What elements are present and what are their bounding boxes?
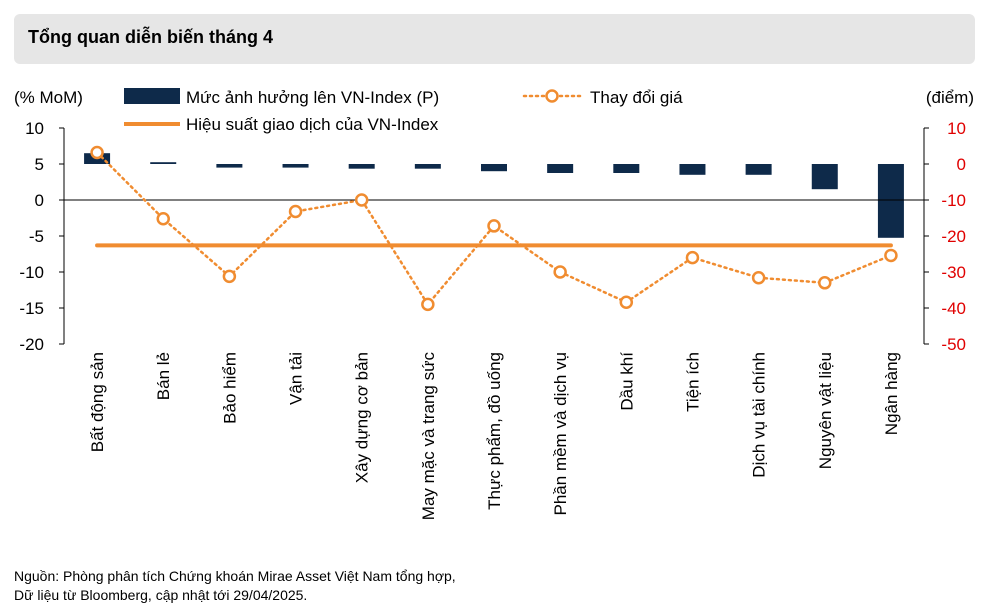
- bar: [216, 164, 243, 168]
- source-line-1: Nguồn: Phòng phân tích Chứng khoán Mirae…: [14, 568, 456, 584]
- category-label: Ngân hàng: [882, 352, 901, 435]
- category-label: Bất động sản: [88, 352, 107, 452]
- category-label: Dầu khí: [617, 352, 636, 411]
- price-change-point: [222, 269, 237, 284]
- bar: [679, 164, 706, 175]
- price-change-point: [685, 250, 700, 265]
- title-bar: Tổng quan diễn biến tháng 4: [14, 14, 975, 64]
- price-change-point: [751, 271, 766, 285]
- price-change-point: [156, 211, 170, 226]
- bar: [414, 164, 441, 169]
- left-tick-label: 0: [35, 191, 44, 210]
- chart: (% MoM) (điểm) Mức ảnh hưởng lên VN-Index …: [14, 88, 974, 521]
- bar: [877, 164, 904, 238]
- legend-swatch-price-marker: [545, 89, 559, 103]
- bar: [282, 164, 309, 168]
- price-change-point: [884, 248, 898, 263]
- price-change-point: [288, 204, 303, 219]
- left-axis-label: (% MoM): [14, 88, 83, 107]
- legend-label-price: Thay đổi giá: [590, 88, 683, 107]
- right-tick-label: -50: [941, 335, 966, 354]
- left-tick-label: 10: [25, 119, 44, 138]
- price-change-point: [553, 265, 567, 279]
- right-tick-label: 10: [947, 119, 966, 138]
- legend-label-index: Hiệu suất giao dịch của VN-Index: [186, 115, 439, 134]
- category-label: Xây dựng cơ bản: [353, 352, 372, 483]
- category-label: Nguyên vật liệu: [816, 352, 835, 469]
- source-line-2: Dữ liệu từ Bloomberg, cập nhật tới 29/04…: [14, 587, 308, 603]
- source-note: Nguồn: Phòng phân tích Chứng khoán Mirae…: [14, 567, 456, 605]
- bar: [348, 164, 375, 169]
- price-change-point: [818, 276, 832, 290]
- left-tick-label: 5: [35, 155, 44, 174]
- bar: [613, 164, 640, 173]
- category-label: Dịch vụ tài chính: [750, 352, 769, 478]
- right-axis-label: (điểm): [926, 88, 974, 107]
- category-label: Bảo hiểm: [220, 352, 239, 424]
- bar: [547, 164, 574, 173]
- price-change-point: [487, 219, 501, 233]
- category-label: Vận tải: [287, 352, 306, 405]
- left-tick-label: -5: [29, 227, 44, 246]
- right-tick-label: -40: [941, 299, 966, 318]
- legend-swatch-bar: [124, 88, 180, 104]
- legend-label-bar: Mức ảnh hưởng lên VN-Index (P): [186, 88, 439, 107]
- category-label: Tiện ích: [683, 352, 702, 412]
- price-change-point: [354, 193, 369, 207]
- right-tick-label: -20: [941, 227, 966, 246]
- price-change-point: [421, 297, 435, 312]
- category-label: Phần mềm và dịch vụ: [551, 352, 570, 515]
- price-change-point: [619, 295, 634, 309]
- right-tick-label: 0: [957, 155, 966, 174]
- left-tick-label: -20: [19, 335, 44, 354]
- bar: [745, 164, 772, 175]
- bar: [481, 164, 507, 172]
- left-tick-label: -15: [19, 299, 44, 318]
- bar: [811, 164, 838, 190]
- chart-title: Tổng quan diễn biến tháng 4: [28, 27, 273, 47]
- right-tick-label: -30: [941, 263, 966, 282]
- price-change-point: [90, 145, 104, 160]
- category-label: Thực phẩm, đồ uống: [485, 352, 504, 510]
- right-tick-label: -10: [941, 191, 966, 210]
- category-label: May mặc và trang sức: [419, 352, 438, 521]
- category-label: Bán lẻ: [154, 352, 173, 400]
- bar: [150, 162, 177, 164]
- left-tick-label: -10: [19, 263, 44, 282]
